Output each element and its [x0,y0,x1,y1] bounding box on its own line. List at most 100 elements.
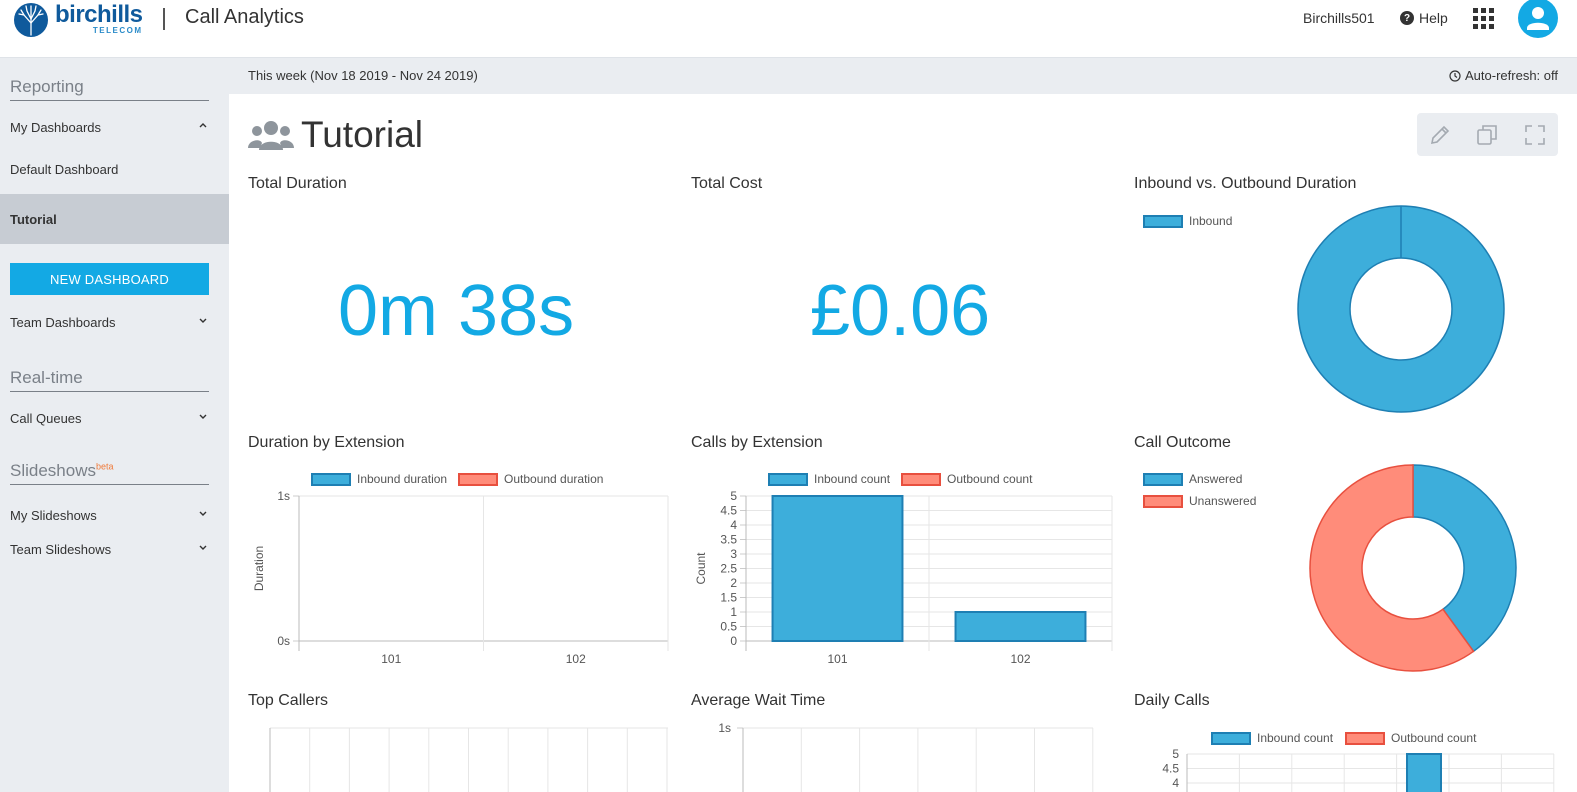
sidebar: Reporting My Dashboards Default Dashboar… [0,58,229,792]
legend-label: Outbound count [947,472,1033,486]
app-title: Call Analytics [185,6,304,28]
sidebar-item-label: My Dashboards [10,119,102,135]
legend-label: Inbound duration [357,472,448,486]
y-tick-label: 5 [730,489,737,503]
sidebar-item-label: Default Dashboard [10,161,119,177]
y-tick-label: 2.5 [720,562,737,576]
x-tick-label: 102 [566,652,586,666]
sidebar-item-team-slideshows[interactable]: Team Slideshows [0,532,229,566]
legend-inbound[interactable]: Inbound [1143,214,1232,228]
y-tick-label: 4 [730,518,737,532]
legend-outbound-count[interactable]: Outbound count [901,472,1032,486]
legend-label: Inbound count [814,472,891,486]
date-range-selector[interactable]: This week (Nov 18 2019 - Nov 24 2019) [248,68,478,83]
new-dashboard-button[interactable]: NEW DASHBOARD [10,263,209,295]
y-tick-label: 1s [718,721,731,735]
y-tick-label: 2 [730,576,737,590]
y-tick-label: 1.5 [720,591,737,605]
sidebar-item-my-slideshows[interactable]: My Slideshows [0,498,229,532]
legend-swatch [311,472,351,486]
call-outcome-title: Call Outcome [1134,434,1231,451]
clock-icon [1449,69,1461,82]
sidebar-item-label: Team Slideshows [10,541,112,557]
chevron-down-icon [199,414,207,419]
sidebar-item-team-dashboards[interactable]: Team Dashboards [0,305,229,339]
sidebar-item-label: My Slideshows [10,507,97,523]
bar-inbound [771,495,904,642]
birchills-logo[interactable]: birchills TELECOM [11,1,143,37]
bar-inbound [954,611,1087,642]
daily-calls-chart: 54.54 [1162,747,1555,792]
y-tick-label: 1s [277,489,290,503]
legend-label: Inbound [1189,214,1233,228]
help-link[interactable]: ? Help [1400,10,1448,26]
sidebar-item-call-queues[interactable]: Call Queues [0,401,229,435]
top-bar: birchills TELECOM Call Analytics Birchil… [0,0,1577,58]
legend-swatch [1211,731,1251,745]
help-icon: ? [1400,11,1414,25]
x-tick-label: 101 [381,652,401,666]
y-tick-label: 0 [730,634,737,648]
y-tick-label: 4 [1172,776,1179,790]
legend-swatch [768,472,808,486]
reporting-heading: Reporting [10,77,209,101]
apps-grid-icon[interactable] [1473,8,1494,29]
beta-badge: beta [96,461,114,472]
total-cost-title: Total Cost [691,175,763,192]
legend-swatch [901,472,941,486]
sidebar-item-tutorial[interactable]: Tutorial [0,194,229,244]
y-axis-label: Count [694,552,708,585]
help-label: Help [1419,10,1448,26]
legend-label: Unanswered [1189,494,1257,508]
total-cost-value: £0.06 [810,271,991,351]
pencil-icon[interactable] [1428,123,1452,147]
dashboard-toolbar [1417,113,1558,156]
auto-refresh-label: Auto-refresh: off [1465,68,1558,83]
copy-icon[interactable] [1475,123,1499,147]
duration-by-ext-chart: 1s 0s 101 102 Duration [252,489,669,666]
legend-swatch [1143,494,1183,508]
legend-answered[interactable]: Answered [1143,472,1242,486]
legend-outbound-duration[interactable]: Outbound duration [458,472,603,486]
chevron-down-icon [199,511,207,516]
legend-label: Answered [1189,472,1243,486]
fullscreen-icon[interactable] [1523,123,1547,147]
legend-unanswered[interactable]: Unanswered [1143,494,1256,508]
calls-by-ext-title: Calls by Extension [691,434,823,451]
account-menu[interactable]: Birchills501 [1303,10,1375,26]
sidebar-item-my-dashboards[interactable]: My Dashboards [0,110,229,144]
avg-wait-title: Average Wait Time [691,692,826,709]
legend-swatch [458,472,498,486]
y-tick-label: 0s [277,634,290,648]
donut-slice [1309,464,1475,672]
user-avatar-icon[interactable] [1518,0,1558,38]
legend-label: Outbound count [1391,731,1477,745]
chevron-down-icon [199,318,207,323]
legend-inbound-duration[interactable]: Inbound duration [311,472,447,486]
title-divider [163,8,165,30]
dashboard-title: Tutorial [301,114,424,155]
y-tick-label: 4.5 [1162,762,1179,776]
legend-inbound-count[interactable]: Inbound count [768,472,890,486]
total-duration-title: Total Duration [248,175,347,192]
duration-by-ext-title: Duration by Extension [248,434,405,451]
avg-wait-chart: 1s [718,721,1094,792]
legend-swatch [1143,472,1183,486]
y-tick-label: 0.5 [720,620,737,634]
logo-sub-text: TELECOM [92,26,143,35]
sidebar-item-label: Call Queues [10,410,82,426]
dashboard-heading: Tutorial [248,114,423,156]
y-tick-label: 3.5 [720,533,737,547]
chevron-up-icon [199,123,207,128]
donut-slice [1412,464,1517,653]
legend-daily-outbound[interactable]: Outbound count [1345,731,1476,745]
top-callers-chart [269,727,668,792]
y-axis-label: Duration [252,546,266,591]
slideshows-heading: Slideshowsbeta [10,461,209,485]
realtime-heading: Real-time [10,368,209,392]
legend-daily-inbound[interactable]: Inbound count [1211,731,1333,745]
tree-logo-icon [14,3,48,37]
auto-refresh-toggle[interactable]: Auto-refresh: off [1449,68,1558,83]
legend-swatch [1345,731,1385,745]
sidebar-item-default-dashboard[interactable]: Default Dashboard [0,152,229,186]
